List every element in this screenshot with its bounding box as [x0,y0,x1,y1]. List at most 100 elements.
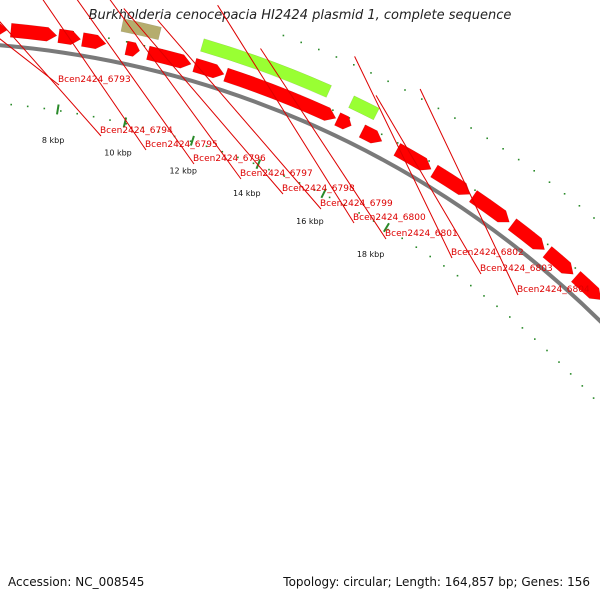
backbone [0,43,600,324]
feature-track [0,18,600,300]
cds-arrow [146,45,192,69]
track-dot [581,385,584,387]
track-dot [509,316,511,318]
track-dot [456,274,459,277]
track-dot [558,361,560,363]
track-dot [474,189,476,191]
cds-arrow [57,28,82,45]
gene-label: Bcen2424_6797 [240,169,313,179]
track-dot [429,255,431,258]
gene-leader-line [123,8,284,195]
track-dot [534,338,536,340]
gene-leader-line [354,56,453,259]
track-dot [205,145,208,148]
track-dot [521,327,524,329]
track-dot [569,373,572,375]
kbp-tick [122,117,128,128]
track-dot [109,119,111,121]
track-dot [496,305,498,308]
track-dot [26,105,29,108]
track-dot [141,126,144,129]
map-title: Burkholderia cenocepacia HI2424 plasmid … [88,8,512,23]
track-dot [335,56,338,58]
gene-label: Bcen2424_6799 [320,199,393,209]
track-dot [43,107,46,110]
accession-text: Accession: NC_008545 [8,575,145,589]
track-dot [268,168,270,171]
track-dot [486,137,488,140]
kbp-tick [255,159,262,170]
track-dot [328,196,331,199]
track-dot [237,156,239,159]
cds-arrow [0,22,8,35]
gene-label: Bcen2424_6800 [353,213,426,223]
gene-label: Bcen2424_6802 [451,248,524,258]
gene-leader-line [0,21,102,137]
cds-arrow [358,124,383,144]
track-dot [143,45,146,47]
track-dot [483,295,485,297]
track-dot [283,175,286,177]
track-dot [437,107,440,110]
kbp-tick [320,188,327,199]
track-dot [454,117,456,119]
track-dot [332,109,334,111]
track-dot [502,148,504,150]
track-dot [563,193,566,195]
track-dot [428,160,430,162]
gene-label: Bcen2424_6804 [517,285,590,295]
track-dot [313,189,316,191]
gene-leader-line [157,19,322,210]
track-dot [358,212,360,214]
track-dot [404,89,406,91]
gene-label: Bcen2424_6795 [145,140,218,150]
gene-leader-line [76,0,195,165]
cds-arrow [542,246,574,275]
track-dot [574,267,577,269]
track-dot [401,237,403,240]
gene-label: Bcen2424_6793 [58,75,131,85]
cds-arrow [81,32,107,50]
track-dot [517,158,520,161]
cds-arrow [468,190,510,223]
cds-arrow [192,57,225,79]
track-dot [108,37,110,39]
track-dot [353,64,355,66]
track-dot [593,217,595,219]
track-dot [421,98,423,100]
track-dot [470,284,472,287]
track-dot [282,34,285,37]
cds-arrow [334,112,352,130]
track-dot [157,131,160,133]
gene-leader-line [419,88,519,296]
track-dot [300,41,302,44]
track-dot [533,170,535,172]
cds-arrow [430,164,471,196]
track-dot [370,72,372,74]
gene-label: Bcen2424_6798 [282,184,355,194]
track-dot [548,181,551,183]
track-dot [343,204,346,206]
kbp-label: 10 kbp [104,149,132,158]
kbp-label: 14 kbp [233,189,261,198]
track-dot [546,349,548,352]
track-dot [546,243,549,246]
track-dot [125,41,128,43]
gene-leader-line [42,0,147,151]
cds-arrow [223,67,337,121]
track-dot [592,397,595,399]
kbp-label: 18 kbp [357,250,385,259]
gene-label: Bcen2424_6796 [193,154,266,164]
track-dot [396,142,399,144]
gene-leader-line [260,48,387,240]
track-dot [298,182,301,184]
gene-leader-line [0,38,60,86]
gene-leader-line [109,0,242,180]
cds-arrow [124,40,141,57]
topology-summary: Topology: circular; Length: 164,857 bp; … [283,575,590,589]
track-dot [443,265,445,267]
track-dot [10,103,12,106]
kbp-tick [189,135,195,146]
gene-leader-line [217,4,355,224]
